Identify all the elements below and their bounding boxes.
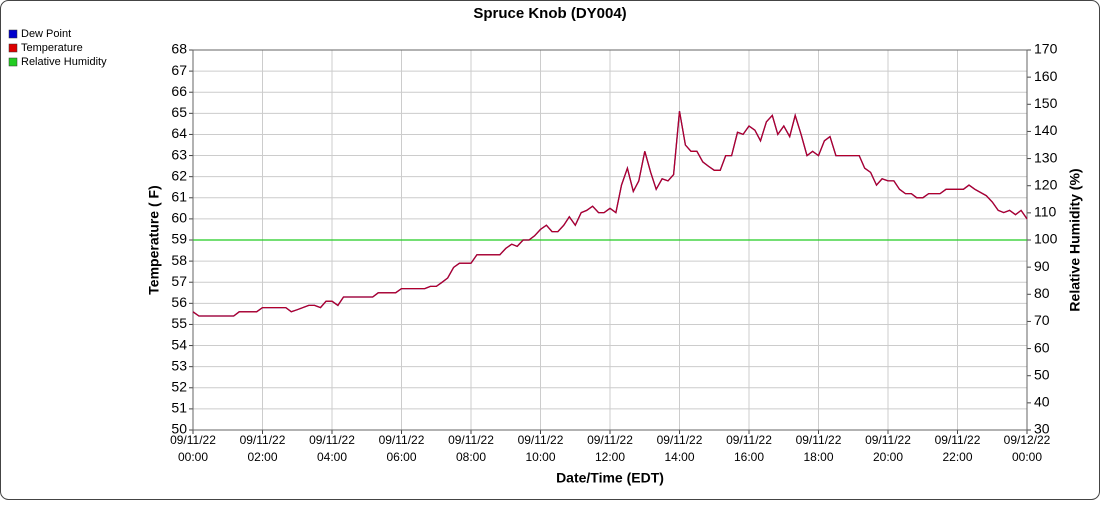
- x-tick-label: 09/11/22 02:00: [240, 433, 286, 464]
- y-axis-title: Temperature ( F): [146, 185, 162, 294]
- y-tick-label: 59: [171, 231, 187, 247]
- y-tick-label: 67: [171, 62, 187, 78]
- y-tick-label: 68: [171, 41, 187, 57]
- y-tick-label: 63: [171, 146, 187, 162]
- y2-tick-label: 50: [1034, 366, 1050, 382]
- x-axis-title: Date/Time (EDT): [556, 470, 664, 486]
- y-tick-label: 60: [171, 210, 187, 226]
- y-tick-label: 53: [171, 357, 187, 373]
- y2-tick-label: 40: [1034, 394, 1050, 410]
- y2-tick-label: 150: [1034, 95, 1058, 111]
- y2-tick-label: 170: [1034, 41, 1058, 57]
- x-tick-label: 09/11/22 20:00: [865, 433, 911, 464]
- y-tick-label: 56: [171, 294, 187, 310]
- y-tick-label: 57: [171, 273, 187, 289]
- y2-tick-label: 100: [1034, 231, 1058, 247]
- y-tick-label: 50: [171, 421, 187, 437]
- y2-tick-label: 90: [1034, 258, 1050, 274]
- y-tick-label: 55: [171, 315, 187, 331]
- y-tick-label: 64: [171, 125, 187, 141]
- y-tick-label: 61: [171, 188, 187, 204]
- legend-swatch: [8, 29, 18, 39]
- x-tick-label: 09/11/22 12:00: [587, 433, 633, 464]
- chart-title: Spruce Knob (DY004): [473, 5, 626, 22]
- legend-swatch: [8, 57, 18, 67]
- x-tick-label: 09/11/22 06:00: [379, 433, 425, 464]
- x-tick-label: 09/12/22 00:00: [1004, 433, 1051, 464]
- series-line: [192, 111, 1028, 317]
- y2-tick-label: 70: [1034, 312, 1050, 328]
- legend-label: Temperature: [21, 42, 83, 54]
- y-tick-label: 54: [171, 336, 187, 352]
- y-tick-label: 51: [171, 400, 187, 416]
- y2-tick-label: 80: [1034, 285, 1050, 301]
- legend-label: Dew Point: [21, 28, 71, 40]
- x-tick-label: 09/11/22 16:00: [726, 433, 772, 464]
- x-tick-label: 09/11/22 00:00: [170, 433, 216, 464]
- y-tick-label: 52: [171, 378, 187, 394]
- y-tick-label: 65: [171, 104, 187, 120]
- y2-tick-label: 110: [1034, 204, 1057, 220]
- x-tick-label: 09/11/22 22:00: [935, 433, 981, 464]
- y2-tick-label: 120: [1034, 176, 1058, 192]
- y2-tick-label: 30: [1034, 421, 1050, 437]
- y-tick-label: 58: [171, 252, 187, 268]
- y2-tick-label: 160: [1034, 68, 1058, 84]
- y2-tick-label: 130: [1034, 149, 1058, 165]
- x-tick-label: 09/11/22 04:00: [309, 433, 355, 464]
- y-tick-label: 66: [171, 83, 187, 99]
- legend-label: Relative Humidity: [21, 56, 107, 68]
- x-tick-label: 09/11/22 10:00: [518, 433, 564, 464]
- y2-tick-label: 140: [1034, 122, 1058, 138]
- x-tick-label: 09/11/22 14:00: [657, 433, 703, 464]
- x-tick-label: 09/11/22 18:00: [796, 433, 842, 464]
- x-tick-label: 09/11/22 08:00: [448, 433, 494, 464]
- y2-axis-title: Relative Humidity (%): [1067, 168, 1083, 311]
- y2-tick-label: 60: [1034, 339, 1050, 355]
- legend-swatch: [8, 43, 18, 53]
- y-tick-label: 62: [171, 167, 187, 183]
